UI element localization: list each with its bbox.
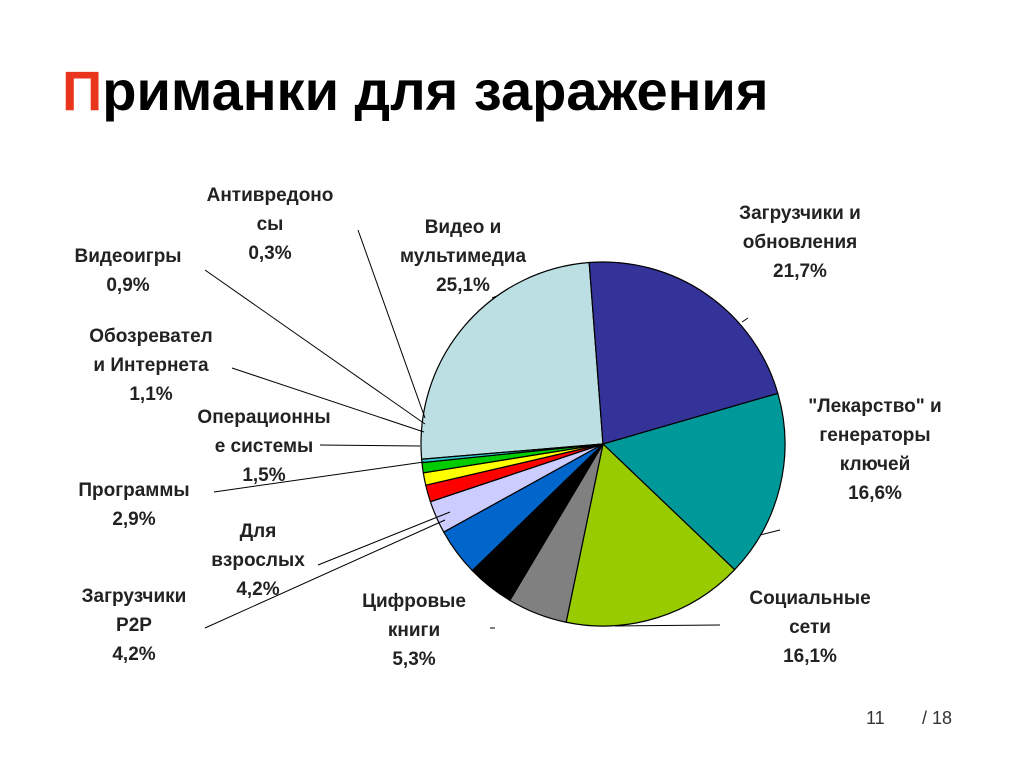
slice-percent: 25,1% xyxy=(436,274,490,296)
slice-label-line: Цифровые xyxy=(362,590,466,612)
leader-line xyxy=(204,269,426,425)
slice-label-line: обновления xyxy=(742,231,858,253)
leader-line xyxy=(231,367,425,433)
slide-title-rest: риманки для заражения xyxy=(102,59,769,122)
slice-label: Цифровые книги 5,3% xyxy=(362,587,466,674)
slice-label: "Лекарство" и генераторы ключей 16,6% xyxy=(808,392,941,508)
slice-percent: 1,1% xyxy=(129,383,173,405)
slice-label-line: Программы xyxy=(78,480,190,501)
slice-label: Видеоигры 0,9% xyxy=(74,242,181,300)
slice-label-line: Социальные xyxy=(749,587,871,609)
slice-label-line: сети xyxy=(789,616,831,638)
slice-label: Операционны е системы 1,5% xyxy=(197,403,330,490)
slice-label-line: Загрузчики и xyxy=(739,202,861,224)
leader-line xyxy=(319,444,421,447)
slice-label: Социальные сети 16,1% xyxy=(749,584,870,671)
leader-line xyxy=(491,295,498,299)
slice-label-line: и Интернета xyxy=(93,354,209,376)
slice-percent: 1,5% xyxy=(242,464,286,486)
slice-label-line: е системы xyxy=(214,435,314,457)
slice-label-line: ключей xyxy=(839,454,911,475)
leader-line xyxy=(614,624,721,627)
slice-percent: 2,9% xyxy=(112,509,156,530)
pie-slice xyxy=(565,442,736,627)
slice-percent: 21,7% xyxy=(773,260,827,282)
slice-label-line: Для xyxy=(239,520,277,542)
slice-percent: 0,3% xyxy=(248,242,292,264)
slide-title: Приманки для заражения xyxy=(62,58,769,123)
slice-label-line: Операционны xyxy=(197,406,331,428)
slice-label: Программы 2,9% xyxy=(78,476,189,534)
leader-line xyxy=(317,511,451,566)
slice-percent: 16,6% xyxy=(848,483,902,504)
slide-title-first-letter: П xyxy=(62,59,103,122)
page-total: / 18 xyxy=(922,708,953,728)
slice-label-line: Обозревател xyxy=(89,325,213,347)
slice-label-line: сы xyxy=(256,213,284,235)
pie-slice xyxy=(588,261,779,445)
slice-label-line: "Лекарство" и xyxy=(808,396,942,417)
slice-label: Антивредоно сы 0,3% xyxy=(207,181,334,268)
slice-percent: 0,9% xyxy=(106,275,150,296)
leader-line xyxy=(759,529,781,536)
pie-slice xyxy=(601,392,786,571)
slice-label-line: генераторы xyxy=(819,425,931,446)
slice-label: Загрузчики и обновления 21,7% xyxy=(739,199,861,286)
slice-label-line: Видеоигры xyxy=(74,246,182,267)
slice-label-line: Загрузчики xyxy=(81,585,187,607)
slice-label-line: P2P xyxy=(116,614,152,636)
slice-label-line: взрослых xyxy=(211,549,305,571)
slice-percent: 16,1% xyxy=(783,645,837,667)
slice-label-line: Видео и xyxy=(424,216,502,238)
slice-label: Загрузчики P2P 4,2% xyxy=(82,582,187,669)
leader-line xyxy=(213,461,425,493)
slice-percent: 5,3% xyxy=(392,648,436,670)
slice-label: Видео и мультимедиа 25,1% xyxy=(400,213,526,300)
slice-label-line: мультимедиа xyxy=(399,245,527,267)
leader-line xyxy=(357,229,426,419)
pie-slice xyxy=(420,261,604,460)
slice-label-line: книги xyxy=(387,619,441,641)
leader-line xyxy=(741,317,749,323)
slice-label-line: Антивредоно xyxy=(206,184,334,206)
leader-line xyxy=(204,519,446,629)
slice-label: Для взрослых 4,2% xyxy=(211,517,305,604)
slice-label: Обозревател и Интернета 1,1% xyxy=(89,322,212,409)
page-number: 11 xyxy=(866,708,885,728)
slice-percent: 4,2% xyxy=(112,643,156,665)
slice-percent: 4,2% xyxy=(236,578,280,600)
